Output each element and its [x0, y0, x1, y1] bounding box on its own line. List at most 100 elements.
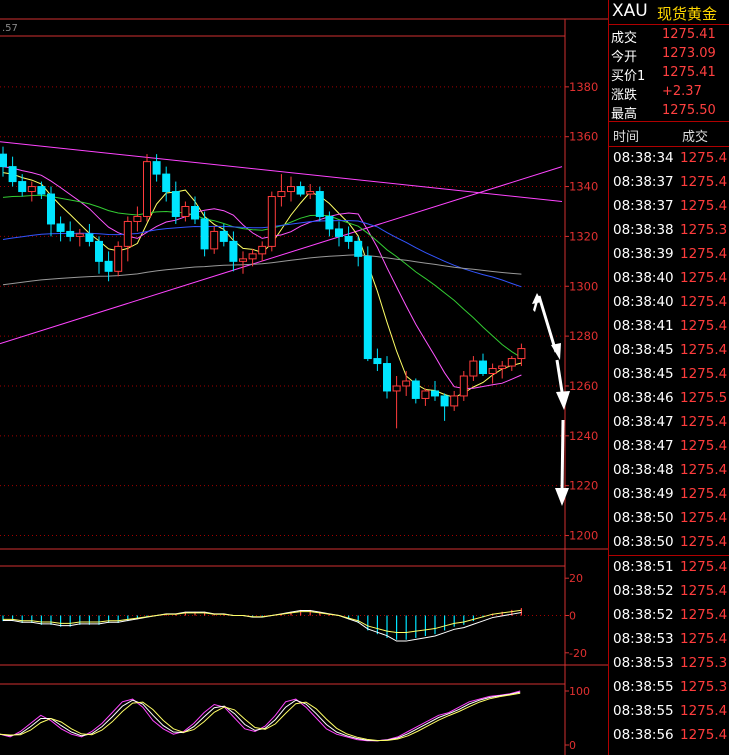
- tick-price: 1275.3: [680, 222, 728, 238]
- tick-price: 1275.3: [680, 679, 728, 695]
- tick-row: 08:38:45 1275.4: [609, 363, 729, 387]
- candle-body: [517, 348, 526, 360]
- symbol-code: XAU: [612, 1, 648, 21]
- candle-body: [171, 191, 180, 217]
- tick-row: 08:38:40 1275.4: [609, 267, 729, 291]
- candle-body: [277, 191, 286, 198]
- candle-body: [296, 186, 305, 195]
- quote-row: 涨跌 +2.37: [609, 83, 729, 103]
- tick-price: 1275.4: [680, 607, 728, 623]
- candle-body: [104, 260, 113, 272]
- tick-time: 08:38:55: [613, 703, 674, 719]
- y-tick-label: 1360: [569, 130, 598, 144]
- tick-row: 08:38:37 1275.4: [609, 195, 729, 219]
- price-column-header: 成交: [682, 130, 709, 145]
- y-tick-label: 1280: [569, 329, 598, 343]
- quote-value: 1275.50: [662, 103, 716, 118]
- candle-body: [239, 258, 247, 262]
- annotation-arrowhead: [556, 391, 570, 410]
- tick-row: 08:38:48 1275.4: [609, 459, 729, 483]
- candle-body: [66, 230, 75, 237]
- tick-price: 1275.4: [680, 510, 728, 526]
- tick-time: 08:38:40: [613, 294, 674, 310]
- tick-time: 08:38:52: [613, 583, 674, 599]
- candle-body: [85, 233, 94, 242]
- tick-time: 08:38:34: [613, 150, 674, 166]
- candle-body: [8, 166, 17, 183]
- kdj-line: [0, 691, 521, 742]
- tick-list[interactable]: 08:38:34 1275.4 08:38:37 1275.4 08:38:37 1275…: [609, 147, 729, 748]
- candle-body: [335, 228, 343, 237]
- tick-row: 08:38:53 1275.4: [609, 628, 729, 652]
- candle-body: [75, 233, 84, 237]
- tick-price: 1275.4: [680, 318, 728, 334]
- tick-time: 08:38:47: [613, 438, 674, 454]
- tick-price: 1275.4: [680, 631, 728, 647]
- kdj-y-label: 100: [569, 685, 590, 698]
- candle-body: [325, 215, 334, 230]
- tick-time: 08:38:39: [613, 246, 674, 262]
- quote-label: 涨跌: [611, 88, 638, 103]
- candle-body: [315, 191, 324, 217]
- tick-row: 08:38:55 1275.3: [609, 676, 729, 700]
- tick-price: 1275.4: [680, 438, 728, 454]
- candle-body: [450, 395, 459, 407]
- moving-average-line: [2, 172, 522, 398]
- tick-price: 1275.4: [680, 174, 728, 190]
- candle-body: [383, 363, 391, 392]
- tick-time: 08:38:45: [613, 342, 674, 358]
- y-tick-label: 1240: [569, 429, 598, 443]
- tick-time: 08:38:41: [613, 318, 674, 334]
- candle-body: [123, 220, 132, 247]
- tick-time: 08:38:55: [613, 679, 674, 695]
- tick-row: 08:38:47 1275.4: [609, 435, 729, 459]
- tick-price: 1275.4: [680, 559, 728, 575]
- tick-row: 08:38:46 1275.5: [609, 387, 729, 411]
- candle-body: [47, 193, 55, 225]
- tick-row: 08:38:51 1275.4: [609, 555, 729, 580]
- quote-row: 买价1 1275.41: [609, 64, 729, 84]
- candle-body: [363, 255, 372, 360]
- y-tick-label: 1220: [569, 479, 598, 493]
- tick-price: 1275.4: [680, 462, 728, 478]
- tick-row: 08:38:52 1275.4: [609, 580, 729, 604]
- quote-summary: 成交 1275.41 今开 1273.09 买价1 1275.41 涨跌 +2.37 最…: [609, 25, 729, 122]
- macd-y-label: 0: [569, 610, 576, 623]
- tick-row: 08:38:50 1275.4: [609, 507, 729, 531]
- candle-body: [200, 218, 209, 250]
- candle-body: [0, 153, 7, 168]
- tick-time: 08:38:37: [613, 174, 674, 190]
- tick-time: 08:38:45: [613, 366, 674, 382]
- candle-body: [248, 253, 257, 260]
- y-tick-label: 1300: [569, 279, 598, 293]
- candle-body: [344, 235, 353, 242]
- quote-value: 1275.41: [662, 27, 716, 42]
- candle-body: [306, 191, 315, 195]
- quote-value: +2.37: [662, 84, 702, 99]
- candle-body: [181, 206, 190, 217]
- tick-time: 08:38:51: [613, 559, 674, 575]
- tick-price: 1275.4: [680, 583, 728, 599]
- tick-time: 08:38:56: [613, 727, 674, 743]
- time-column-header: 时间: [613, 130, 640, 145]
- candle-body: [114, 245, 123, 272]
- tick-time: 08:38:38: [613, 222, 674, 238]
- candle-body: [267, 196, 276, 247]
- tick-time: 08:38:50: [613, 534, 674, 550]
- candle-body: [469, 360, 478, 377]
- partial-axis-label: .57: [2, 23, 18, 34]
- chart-area[interactable]: .57 1380 1360 1340 1320 1300 1280 1260 1240 1220 1…: [0, 0, 608, 755]
- tick-row: 08:38:52 1275.4: [609, 604, 729, 628]
- annotation-arrowhead: [555, 488, 569, 506]
- tick-row: 08:38:55 1275.4: [609, 700, 729, 724]
- y-tick-label: 1380: [569, 80, 598, 94]
- tick-time: 08:38:53: [613, 655, 674, 671]
- candle-body: [431, 390, 439, 397]
- tick-row: 08:38:56 1275.4: [609, 724, 729, 748]
- candle-body: [210, 230, 219, 250]
- candle-body: [56, 223, 65, 232]
- candle-body: [402, 380, 411, 387]
- candle-body: [498, 365, 507, 370]
- moving-average-line: [2, 166, 522, 390]
- candle-body: [258, 245, 267, 255]
